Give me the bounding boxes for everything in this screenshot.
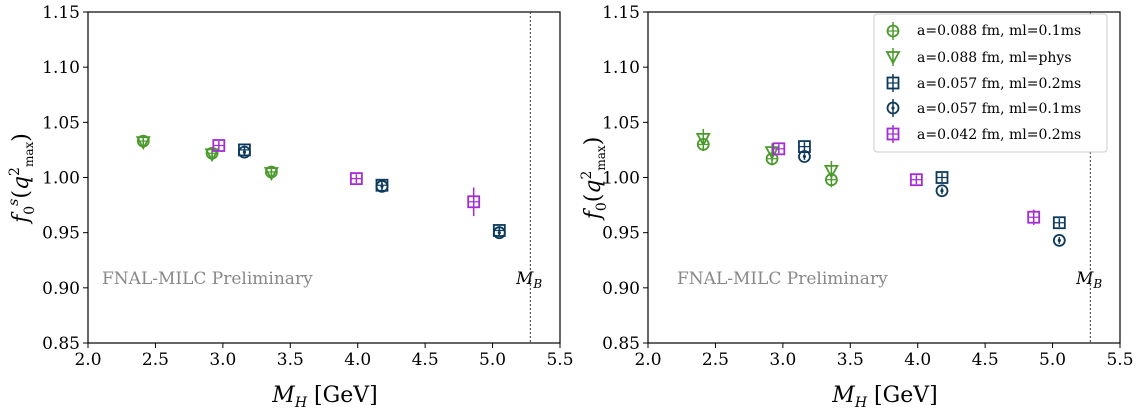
data-point xyxy=(764,146,780,161)
legend-label-4: a=0.042 fm, ml=0.2ms xyxy=(917,127,1081,143)
x-tick-label: 4.0 xyxy=(344,350,371,370)
x-tick-label: 4.5 xyxy=(412,350,439,370)
legend-marker xyxy=(886,76,900,90)
x-tick-label: 5.0 xyxy=(479,350,506,370)
y-axis-label-left: f0s(q2max) xyxy=(6,133,38,225)
legend-marker xyxy=(886,101,900,115)
x-tick-label: 5.0 xyxy=(1039,350,1066,370)
x-tick-label: 2.0 xyxy=(634,350,661,370)
legend-box xyxy=(873,13,1108,153)
data-point xyxy=(823,164,839,179)
data-point xyxy=(467,195,481,209)
data-point xyxy=(135,136,151,151)
legend: a=0.088 fm, ml=0.1ms a=0.088 fm, ml=phys… xyxy=(873,13,1108,153)
data-point xyxy=(1027,210,1041,224)
data-point xyxy=(375,179,389,193)
data-point xyxy=(935,171,949,184)
y-tick-label: 0.95 xyxy=(42,224,80,244)
data-point xyxy=(349,172,363,186)
right-chart: FNAL-MILC Preliminary MH [GeV] f0(q2max)… xyxy=(579,3,1134,411)
data-point xyxy=(798,150,811,163)
data-point xyxy=(238,145,251,159)
x-axis-label-left: MH [GeV] xyxy=(271,383,377,411)
x-tick-label: 4.5 xyxy=(972,350,999,370)
data-point xyxy=(492,226,506,240)
data-point xyxy=(204,148,220,163)
y-tick-label: 1.00 xyxy=(602,169,640,189)
left-chart: FNAL-MILC Preliminary MH [GeV] f0s(q2max… xyxy=(6,3,574,411)
y-tick-label: 1.15 xyxy=(42,3,80,23)
legend-label-1: a=0.088 fm, ml=phys xyxy=(917,50,1072,66)
data-point xyxy=(1052,233,1066,247)
y-tick-label: 1.05 xyxy=(602,113,640,133)
x-tick-label: 5.5 xyxy=(546,350,573,370)
data-point xyxy=(909,173,923,187)
data-point xyxy=(212,139,226,152)
x-tick-label: 3.0 xyxy=(769,350,796,370)
data-point xyxy=(1052,216,1066,230)
legend-marker xyxy=(886,24,900,38)
data-point xyxy=(695,132,711,147)
y-tick-label: 0.95 xyxy=(602,224,640,244)
mb-label-right: MB xyxy=(1075,269,1102,291)
data-point xyxy=(263,167,279,181)
y-tick-label: 1.10 xyxy=(42,58,80,78)
y-tick-label: 0.90 xyxy=(42,279,80,299)
legend-marker xyxy=(885,51,901,65)
x-tick-label: 5.5 xyxy=(1106,350,1133,370)
plot-frame-0 xyxy=(87,11,561,344)
x-tick-label: 4.0 xyxy=(904,350,931,370)
y-axis-label-right: f0(q2max) xyxy=(579,137,610,222)
y-tick-label: 1.05 xyxy=(42,113,80,133)
x-axis-label-right: MH [GeV] xyxy=(831,383,937,411)
x-tick-label: 3.5 xyxy=(277,350,304,370)
y-tick-label: 1.10 xyxy=(602,58,640,78)
annotation-right: FNAL-MILC Preliminary xyxy=(677,269,888,289)
data-point xyxy=(798,140,811,154)
mb-label-left: MB xyxy=(515,269,542,291)
legend-label-0: a=0.088 fm, ml=0.1ms xyxy=(917,23,1081,39)
y-tick-label: 0.85 xyxy=(602,334,640,354)
x-tick-label: 3.5 xyxy=(837,350,864,370)
legend-label-2: a=0.057 fm, ml=0.2ms xyxy=(917,76,1081,92)
x-tick-label: 2.5 xyxy=(142,350,169,370)
y-tick-label: 0.85 xyxy=(42,334,80,354)
y-tick-label: 1.00 xyxy=(42,169,80,189)
x-tick-label: 2.0 xyxy=(74,350,101,370)
legend-label-3: a=0.057 fm, ml=0.1ms xyxy=(917,101,1081,117)
y-tick-label: 0.90 xyxy=(602,279,640,299)
annotation-left: FNAL-MILC Preliminary xyxy=(102,269,313,289)
data-point xyxy=(935,184,949,198)
x-tick-label: 2.5 xyxy=(702,350,729,370)
legend-marker xyxy=(886,127,900,141)
y-tick-label: 1.15 xyxy=(602,3,640,23)
x-tick-label: 3.0 xyxy=(209,350,236,370)
data-point xyxy=(772,142,786,156)
